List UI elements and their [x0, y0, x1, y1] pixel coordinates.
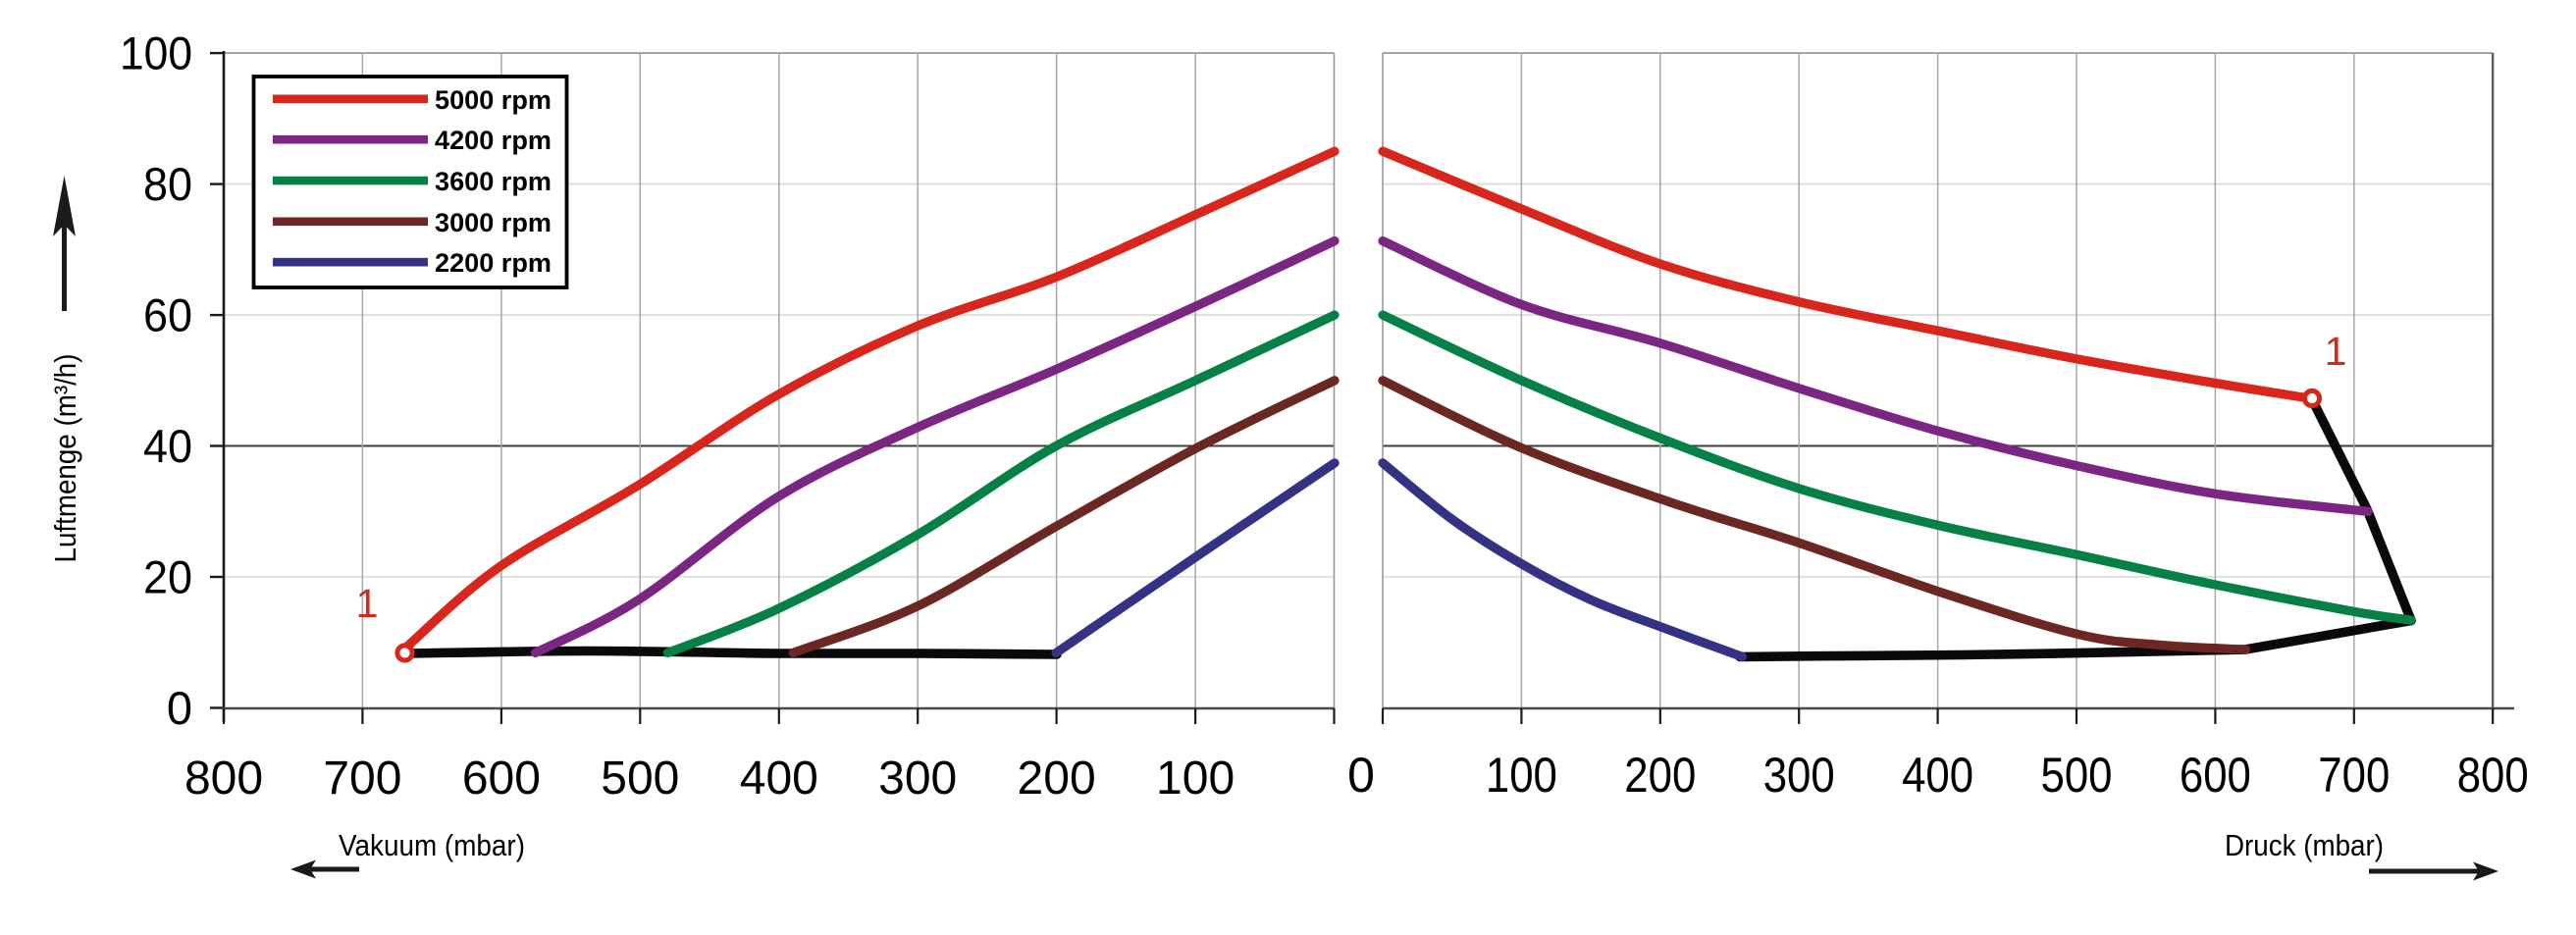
svg-text:Druck (mbar): Druck (mbar) [2225, 828, 2384, 862]
svg-text:100: 100 [120, 27, 192, 79]
svg-text:300: 300 [878, 753, 957, 805]
svg-text:Luftmenge (m³/h): Luftmenge (m³/h) [48, 354, 82, 563]
svg-text:800: 800 [184, 753, 263, 805]
svg-text:20: 20 [143, 551, 192, 603]
svg-text:200: 200 [1624, 748, 1696, 803]
svg-text:2200 rpm: 2200 rpm [435, 248, 552, 278]
svg-text:700: 700 [2318, 748, 2390, 803]
svg-text:600: 600 [2180, 748, 2251, 803]
svg-text:500: 500 [2041, 748, 2113, 803]
svg-text:300: 300 [1763, 748, 1835, 803]
svg-text:600: 600 [462, 753, 541, 805]
svg-text:100: 100 [1486, 748, 1557, 803]
svg-text:5000 rpm: 5000 rpm [435, 85, 552, 115]
svg-text:200: 200 [1018, 753, 1096, 805]
svg-text:3000 rpm: 3000 rpm [435, 208, 552, 237]
svg-text:60: 60 [143, 289, 192, 341]
svg-text:700: 700 [323, 753, 401, 805]
svg-text:100: 100 [1156, 753, 1235, 805]
svg-text:3600 rpm: 3600 rpm [435, 167, 552, 196]
svg-text:0: 0 [167, 682, 192, 734]
svg-text:80: 80 [143, 158, 192, 210]
svg-text:1: 1 [2325, 329, 2347, 374]
svg-text:800: 800 [2457, 748, 2529, 803]
svg-text:1: 1 [356, 581, 379, 626]
svg-text:400: 400 [740, 753, 818, 805]
svg-text:0: 0 [1347, 748, 1375, 803]
svg-text:40: 40 [143, 420, 192, 472]
svg-text:400: 400 [1902, 748, 1973, 803]
svg-text:Vakuum (mbar): Vakuum (mbar) [339, 828, 525, 862]
svg-text:500: 500 [601, 753, 679, 805]
svg-text:4200 rpm: 4200 rpm [435, 126, 552, 155]
